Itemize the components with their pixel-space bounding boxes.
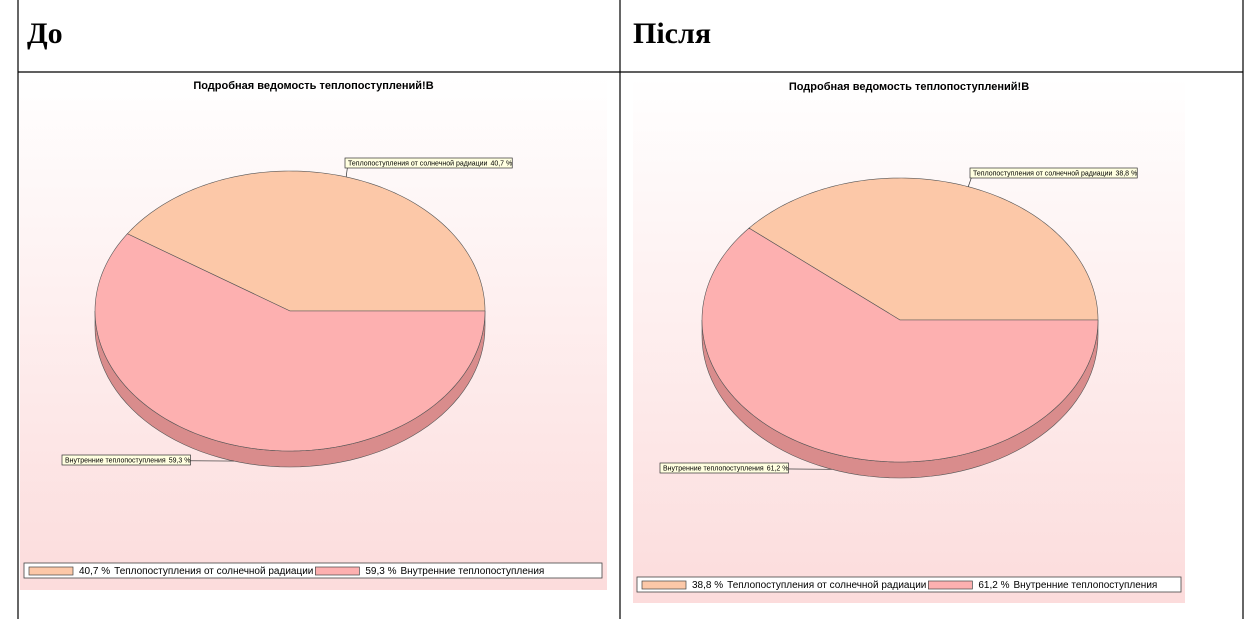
chart-title: Подробная ведомость теплопоступлений!В — [193, 80, 433, 92]
pie-slice — [94, 233, 486, 452]
legend-label: 38,8 % Теплопоступления от солнечной ради… — [692, 580, 926, 591]
value-label: 40,7 % — [490, 160, 512, 167]
value-label: 38,8 % — [1115, 170, 1137, 177]
category: Теплопоступления от солнечной радиации — [114, 566, 313, 577]
category: Теплопоступления от солнечной радиации — [348, 159, 488, 167]
category: Теплопоступления от солнечной радиации — [727, 580, 926, 591]
callout-label: Внутренние теплопоступления 59,3 % — [65, 457, 190, 464]
category: Внутренние теплопоступления — [1014, 580, 1158, 591]
callout-box — [61, 454, 191, 466]
category: Внутренние теплопоступления — [65, 457, 166, 464]
legend-box — [23, 562, 603, 579]
callout-label: Теплопоступления от солнечной радиации 40… — [348, 159, 512, 167]
value-label: 61,2 % — [767, 465, 789, 472]
legend-swatch — [28, 566, 74, 576]
column-header: До — [27, 17, 63, 50]
callout-box — [969, 167, 1138, 179]
category: Теплопоступления от солнечной радиации — [973, 169, 1113, 177]
value-label: 40,7 % — [79, 566, 110, 577]
callout-label: Теплопоступления от солнечной радиации 38… — [973, 169, 1137, 177]
legend-box — [636, 576, 1182, 593]
legend-label: 61,2 % Внутренние теплопоступления — [978, 580, 1157, 591]
value-label: 59,3 % — [169, 457, 191, 464]
legend-label: 59,3 % Внутренние теплопоступления — [365, 566, 544, 577]
column-header: Після — [633, 17, 711, 50]
pie-slice — [701, 227, 1099, 463]
value-label: 38,8 % — [692, 580, 723, 591]
callout-box — [344, 157, 513, 169]
category: Внутренние теплопоступления — [663, 465, 764, 472]
pie-chart: Подробная ведомость теплопоступлений!В Те… — [20, 76, 607, 590]
legend-swatch — [928, 580, 973, 590]
value-label: 59,3 % — [365, 566, 396, 577]
legend-swatch — [315, 566, 360, 576]
callout-label: Внутренние теплопоступления 61,2 % — [663, 465, 788, 472]
pie-chart: Подробная ведомость теплопоступлений!В Те… — [633, 77, 1185, 603]
legend-swatch — [641, 580, 687, 590]
table-lines — [17, 0, 1244, 619]
legend-label: 40,7 % Теплопоступления от солнечной ради… — [79, 566, 313, 577]
value-label: 61,2 % — [978, 580, 1009, 591]
category: Внутренние теплопоступления — [401, 566, 545, 577]
chart-title: Подробная ведомость теплопоступлений!В — [789, 81, 1029, 93]
callout-box — [659, 462, 789, 474]
